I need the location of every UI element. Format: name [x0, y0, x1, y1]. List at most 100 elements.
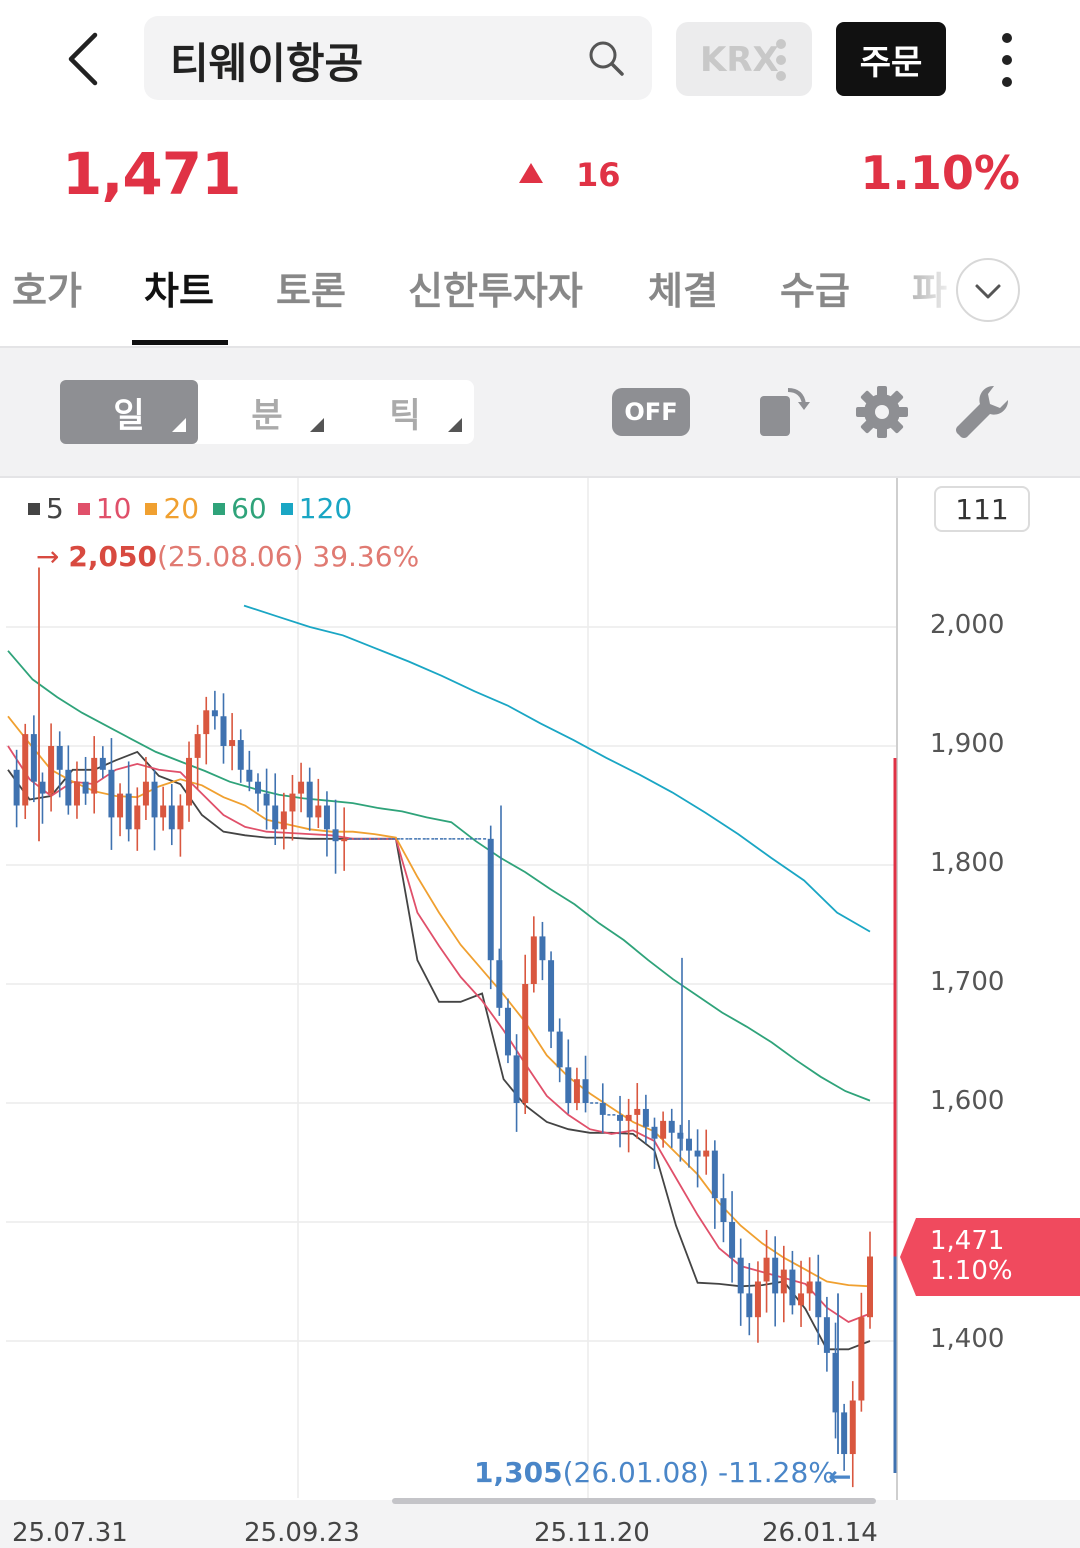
candlestick-chart[interactable]: 5 10 20 60 120 → 2,050(25.08.06) 39.36% … — [0, 478, 1080, 1548]
y-tick-1400: 1,400 — [930, 1324, 1005, 1354]
current-price-tag: 1,471 1.10% — [900, 1218, 1080, 1296]
candle-14 — [125, 793, 132, 830]
settings-gear-icon[interactable] — [850, 380, 914, 444]
candle-66 — [573, 1079, 580, 1103]
candle-count-box[interactable]: 111 — [934, 486, 1030, 532]
candle-94 — [815, 1281, 822, 1318]
y-tick-1700: 1,700 — [930, 967, 1005, 997]
candle-100 — [867, 1256, 873, 1318]
candle-71 — [617, 1114, 624, 1121]
y-tick-1800: 1,800 — [930, 848, 1005, 878]
candle-11 — [99, 757, 106, 770]
exchange-selector[interactable]: KRX — [676, 22, 812, 96]
legend-ma60: 60 — [213, 492, 267, 525]
y-tick-2000: 2,000 — [930, 610, 1005, 640]
candle-73 — [634, 1108, 641, 1115]
candle-5 — [48, 746, 55, 794]
up-triangle-icon — [519, 163, 543, 183]
legend-ma20: 20 — [145, 492, 199, 525]
candle-92 — [798, 1293, 805, 1306]
legend-ma5: 5 — [28, 492, 64, 525]
x-tick-251120: 25.11.20 — [534, 1518, 650, 1548]
corner-triangle-icon — [448, 418, 462, 432]
candle-2 — [22, 734, 29, 806]
legend-ma120: 120 — [280, 492, 352, 525]
tab-chart[interactable]: 차트 — [144, 269, 214, 313]
candle-21 — [186, 757, 193, 806]
candle-56 — [487, 838, 494, 961]
high-price-pct: 39.36% — [312, 540, 420, 573]
high-price-value: 2,050 — [68, 540, 157, 573]
candle-63 — [548, 960, 555, 1032]
candle-22 — [194, 734, 201, 758]
candle-34 — [298, 781, 305, 794]
candle-84 — [729, 1222, 736, 1258]
candle-10 — [91, 757, 98, 794]
candle-90 — [780, 1269, 787, 1294]
candle-32 — [280, 811, 287, 830]
legend-ma10: 10 — [77, 492, 131, 525]
candle-80 — [694, 1150, 701, 1157]
candle-91 — [789, 1269, 796, 1306]
low-price-value: 1,305 — [474, 1456, 563, 1489]
price-change: 16 — [576, 156, 621, 194]
exchange-label: KRX — [700, 40, 779, 80]
scroll-indicator — [392, 1498, 876, 1504]
candle-57 — [496, 960, 503, 1008]
tab-supply-demand[interactable]: 수급 — [780, 269, 850, 313]
ma-line-60 — [7, 650, 871, 1102]
candle-24 — [211, 710, 218, 717]
candle-33 — [289, 793, 296, 812]
left-arrow-icon: ← — [828, 1460, 852, 1493]
x-tick-250731: 25.07.31 — [12, 1518, 128, 1548]
back-button[interactable] — [52, 24, 112, 94]
price-tag-value: 1,471 — [930, 1226, 1005, 1256]
candle-74 — [642, 1108, 649, 1127]
candle-61 — [530, 936, 537, 984]
period-daily-button[interactable]: 일 — [60, 380, 198, 444]
candle-59 — [513, 1055, 520, 1103]
tab-expand-button[interactable] — [956, 258, 1020, 322]
candle-28 — [246, 769, 253, 782]
more-menu-icon[interactable] — [990, 30, 1024, 90]
period-tick-label: 틱 — [389, 395, 421, 436]
candle-58 — [504, 1007, 511, 1056]
tab-trades[interactable]: 체결 — [648, 269, 718, 313]
candle-23 — [203, 710, 210, 735]
tab-shinhan-investor[interactable]: 신한투자자 — [408, 269, 583, 313]
candle-85 — [737, 1257, 744, 1294]
chart-canvas[interactable] — [0, 478, 1080, 1548]
candle-88 — [763, 1257, 770, 1282]
y-tick-1600: 1,600 — [930, 1086, 1005, 1116]
order-button[interactable]: 주문 — [836, 22, 946, 96]
search-icon[interactable] — [586, 38, 626, 78]
active-tab-indicator — [132, 340, 228, 345]
low-price-pct: -11.28% — [718, 1456, 835, 1489]
candle-64 — [556, 1031, 563, 1068]
tab-discussion[interactable]: 토론 — [276, 269, 346, 313]
price-tag-shape — [900, 1218, 1080, 1296]
candle-83 — [720, 1198, 727, 1222]
vertical-dots-icon — [776, 39, 786, 81]
candle-76 — [660, 1120, 667, 1139]
ma-line-10 — [7, 745, 871, 1324]
search-value: 티웨이항공 — [170, 39, 364, 88]
tab-orderbook[interactable]: 호가 — [12, 269, 82, 313]
candle-77 — [668, 1120, 675, 1133]
overlay-toggle[interactable]: OFF — [612, 388, 690, 436]
candle-6 — [56, 746, 63, 770]
rotate-screen-icon[interactable] — [752, 380, 816, 444]
period-tick-button[interactable]: 틱 — [336, 380, 474, 444]
candle-60 — [522, 984, 529, 1103]
moving-average-legend: 5 10 20 60 120 — [28, 492, 352, 525]
candle-81 — [703, 1150, 710, 1157]
candle-17 — [151, 781, 158, 818]
corner-triangle-icon — [310, 418, 324, 432]
candle-75 — [651, 1126, 658, 1139]
stock-search-field[interactable]: 티웨이항공 — [144, 16, 652, 100]
candle-65 — [565, 1067, 572, 1103]
candle-97 — [841, 1412, 848, 1455]
candle-30 — [263, 793, 270, 806]
wrench-icon[interactable] — [950, 380, 1014, 444]
period-minute-button[interactable]: 분 — [198, 380, 336, 444]
